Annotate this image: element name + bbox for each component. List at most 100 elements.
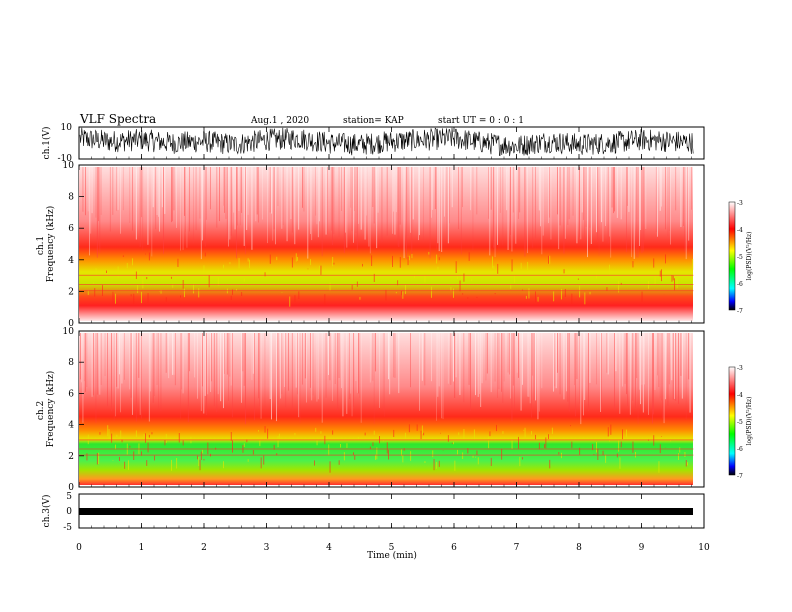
spectrogram-streak: [238, 258, 240, 269]
ch3-waveform-trace: [79, 508, 693, 515]
spectrogram-streak: [145, 253, 146, 255]
spectrogram-streak: [376, 447, 378, 460]
spectrogram-streak: [580, 167, 582, 240]
spectrogram-streak: [219, 167, 220, 222]
spectrogram-streak: [557, 167, 558, 215]
spectrogram-streak: [353, 167, 354, 243]
ch2-cb-tick-m4: -4: [737, 392, 743, 399]
spectrogram-streak: [406, 167, 407, 259]
spectrogram-streak: [382, 440, 384, 442]
spectrogram-streak: [223, 333, 224, 409]
spectrogram-streak: [277, 333, 279, 405]
spectrogram-streak: [511, 439, 513, 449]
spectrogram-streak: [394, 333, 396, 378]
spectrogram-streak: [434, 167, 436, 210]
spectrogram-streak: [122, 167, 124, 211]
spectrogram-streak: [276, 333, 277, 422]
spectrogram-streak: [112, 167, 114, 215]
spectrogram-streak: [155, 167, 157, 230]
spectrogram-streak: [593, 454, 595, 455]
spectrogram-streak: [589, 291, 591, 295]
x-tick-label: 9: [639, 543, 645, 553]
spectrogram-streak: [373, 167, 375, 224]
spectrogram-streak: [338, 167, 340, 237]
spectrogram-streak: [486, 333, 488, 374]
ch1-spec-ylabel-channel: ch.1: [36, 236, 46, 255]
spectrogram-streak: [281, 167, 283, 229]
spectrogram-streak: [659, 167, 661, 211]
spectrogram-streak: [538, 167, 540, 211]
spectrogram-streak: [307, 167, 309, 259]
spectrogram-streak: [83, 333, 85, 382]
spectrogram-streak: [494, 293, 496, 295]
spectrogram-streak: [390, 265, 392, 267]
spectrogram-streak: [424, 333, 426, 386]
spectrogram-streak: [332, 167, 333, 245]
spectrogram-streak: [285, 333, 287, 408]
spectrogram-streak: [477, 457, 479, 465]
spectrogram-streak: [602, 167, 604, 242]
spectrogram-streak: [447, 333, 449, 384]
spectrogram-streak: [206, 333, 207, 415]
spectrogram-streak: [310, 259, 311, 266]
spectrogram-streak: [373, 333, 375, 424]
spectrogram-streak: [665, 333, 666, 400]
spectrogram-streak: [251, 333, 253, 381]
spectrogram-streak: [362, 263, 363, 267]
spectrogram-streak: [245, 167, 246, 255]
spectrogram-streak: [402, 291, 404, 299]
spectrogram-streak: [310, 167, 311, 234]
x-tick-label: 5: [389, 543, 395, 553]
spectrogram-streak: [171, 459, 172, 471]
spectrogram-streak: [198, 288, 200, 298]
spectrogram-streak: [96, 453, 98, 465]
spectrogram-streak: [106, 270, 107, 273]
spectrogram-streak: [150, 333, 151, 392]
spectrogram-streak: [444, 167, 445, 217]
spectrogram-streak: [437, 266, 439, 270]
spectrogram-streak: [672, 275, 674, 281]
station-label: station= KAP: [343, 116, 404, 126]
spectrogram-streak: [195, 167, 197, 231]
spectrogram-streak: [329, 282, 331, 291]
spectrogram-streak: [259, 439, 261, 447]
spectrogram-streak: [245, 333, 246, 425]
spectrogram-streak: [252, 450, 254, 455]
spectrogram-streak: [522, 333, 523, 385]
spectrogram-streak: [571, 293, 573, 304]
spectrogram-streak: [86, 453, 88, 461]
spectrogram-streak: [511, 333, 513, 422]
spectrogram-streak: [99, 432, 101, 435]
spectrogram-streak: [620, 167, 622, 220]
spectrogram-streak: [95, 268, 97, 276]
spectrogram-streak: [497, 167, 498, 245]
spectrogram-streak: [671, 333, 673, 381]
spectrogram-streak: [402, 455, 404, 463]
spectrogram-streak: [488, 167, 489, 219]
spectrogram-streak: [535, 291, 536, 303]
spectrogram-streak: [689, 333, 691, 413]
spectrogram-streak: [588, 333, 589, 412]
spectrogram-streak: [236, 167, 237, 259]
spectrogram-streak: [132, 333, 133, 415]
spectrogram-streak: [319, 265, 321, 276]
spectrogram-streak: [317, 333, 319, 400]
spectrogram-streak: [622, 333, 623, 387]
spectrogram-streak: [613, 167, 614, 214]
spectrogram-streak: [510, 284, 512, 289]
spectrogram-streak: [527, 333, 528, 397]
spectrogram-streak: [609, 436, 610, 442]
spectrogram-streak: [633, 167, 635, 259]
spectrogram-streak: [459, 280, 461, 292]
spectrogram-streak: [626, 167, 627, 252]
spectrogram-streak: [224, 167, 225, 213]
spectrogram-streak: [242, 333, 244, 372]
spectrogram-streak: [601, 167, 602, 223]
spectrogram-streak: [481, 333, 483, 384]
spectrogram-streak: [115, 333, 116, 417]
spectrogram-streak: [382, 333, 384, 412]
spectrogram-streak: [587, 167, 588, 258]
spectrogram-streak: [216, 333, 218, 413]
spectrogram-streak: [632, 261, 634, 268]
spectrogram-streak: [116, 333, 118, 387]
